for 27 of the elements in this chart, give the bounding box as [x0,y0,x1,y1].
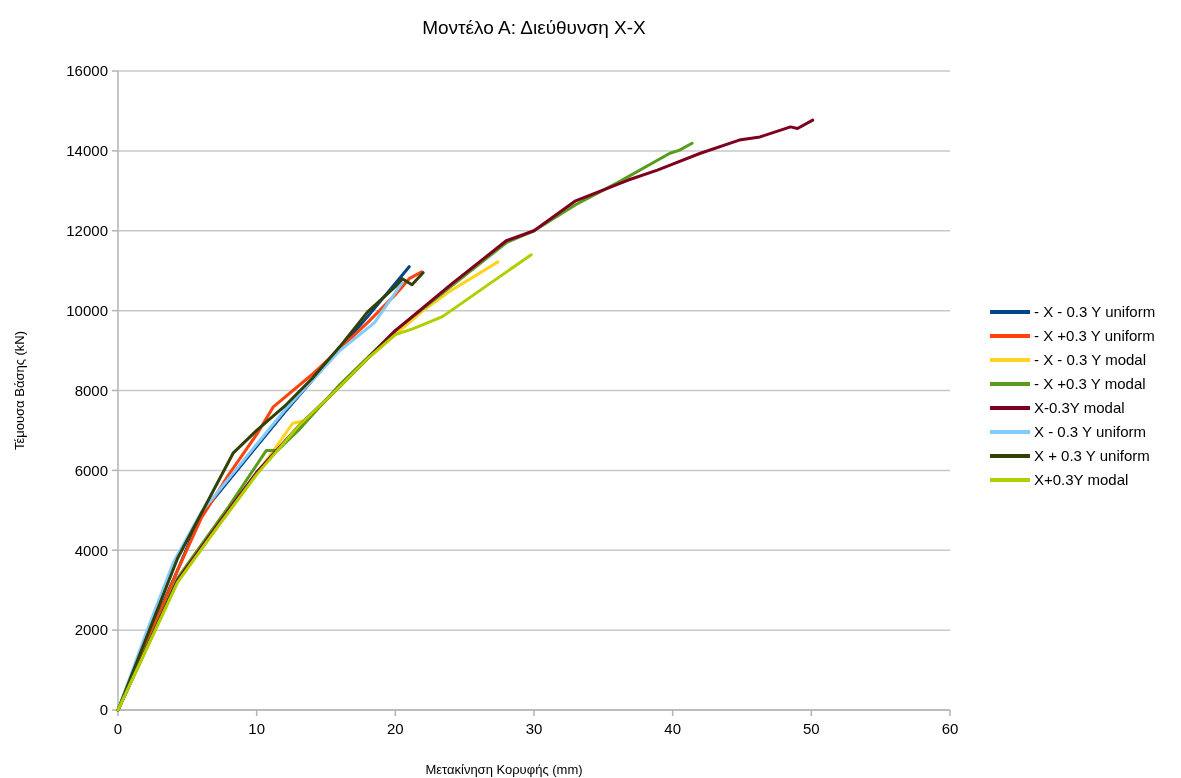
legend-label: X+0.3Y modal [1034,471,1129,489]
legend-label: X-0.3Y modal [1034,399,1125,417]
y-tick-label: 16000 [66,62,108,80]
x-tick-label: 60 [941,720,959,737]
x-tick-label: 0 [113,720,123,737]
y-tick-label: 14000 [66,142,108,160]
x-tick-label: 10 [248,720,266,737]
x-axis-title: Μετακίνηση Κορυφής (mm) [425,762,583,777]
legend-label: X + 0.3 Y uniform [1034,447,1150,465]
legend-label: - X - 0.3 Y uniform [1034,303,1156,321]
x-tick-label: 30 [525,720,543,737]
x-tick-label: 20 [386,720,404,737]
y-tick-label: 2000 [74,621,108,639]
x-tick-label: 40 [664,720,682,737]
y-tick-label: 4000 [74,541,108,559]
y-tick-label: 12000 [66,222,108,239]
legend-label: X - 0.3 Y uniform [1034,423,1147,441]
legend-label: - X - 0.3 Y modal [1034,351,1147,369]
y-tick-label: 10000 [66,301,108,319]
x-tick-label: 50 [802,720,820,737]
y-axis-title: Τέμουσα Βάσης (kN) [12,330,27,451]
y-tick-label: 6000 [74,461,108,479]
legend-label: - X +0.3 Y uniform [1034,327,1155,345]
y-tick-label: 8000 [74,381,108,399]
legend-label: - X +0.3 Y modal [1034,375,1146,393]
y-tick-label: 0 [99,701,108,719]
chart-title: Μοντέλο Α: Διεύθυνση Χ-Χ [422,17,647,38]
